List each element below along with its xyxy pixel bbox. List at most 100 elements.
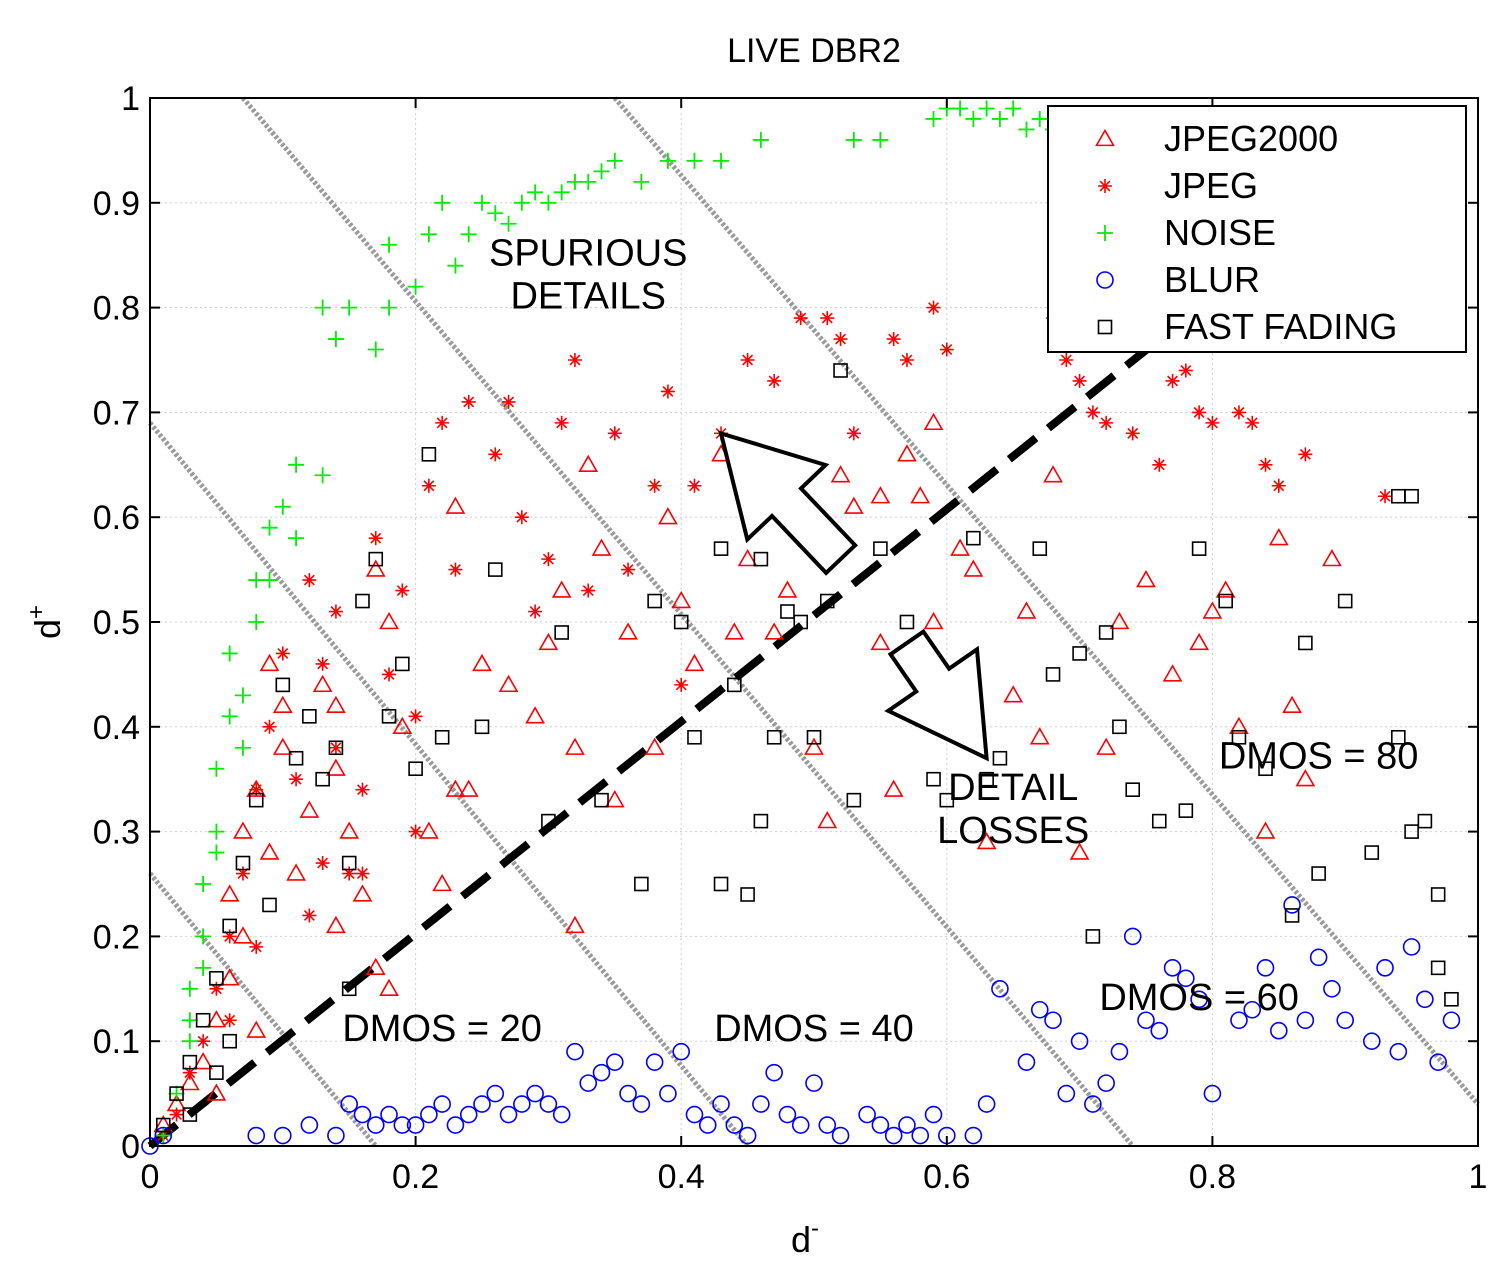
legend: JPEG2000 JPEG NOISE BLUR FAST FADING [1047,105,1467,353]
point-blur [858,1105,876,1124]
annotation-detail-losses: DETAIL LOSSES [937,767,1089,852]
point-jpeg2000 [246,1020,267,1038]
point-jpeg2000 [1109,611,1130,630]
point-jpeg [1072,373,1087,388]
point-jpeg2000 [1229,716,1249,734]
point-noise [288,456,305,473]
point-blur [964,1126,983,1145]
point-jpeg [820,311,835,326]
point-fast-fading [328,740,344,756]
point-fast-fading [395,656,410,672]
point-jpeg2000 [870,486,891,504]
point-blur [473,1095,491,1113]
point-jpeg [328,740,343,755]
point-fast-fading [1151,813,1167,829]
point-fast-fading [926,771,941,787]
point-noise [965,110,982,127]
point-jpeg2000 [830,465,851,483]
point-jpeg2000 [1003,685,1024,703]
point-noise [606,152,623,169]
point-fast-fading [222,1033,237,1049]
point-blur [1283,896,1301,914]
point-jpeg2000 [233,821,253,839]
point-noise [381,236,398,253]
point-fast-fading [341,981,357,997]
point-blur [632,1095,651,1113]
point-noise [845,131,862,148]
point-fast-fading [341,855,357,871]
point-jpeg [1298,447,1313,462]
point-noise [208,823,225,840]
point-jpeg [169,1107,184,1122]
point-blur [154,1126,173,1145]
point-jpeg [554,415,569,430]
point-blur [1389,1042,1408,1061]
point-fast-fading [1337,593,1353,609]
point-fast-fading [262,897,277,913]
point-fast-fading [182,1054,198,1070]
point-blur [1110,1042,1129,1061]
point-fast-fading [421,447,437,462]
point-jpeg [1231,405,1246,420]
point-jpeg2000 [1268,528,1289,546]
point-jpeg2000 [565,737,585,755]
point-jpeg [222,1013,237,1028]
point-blur [327,1126,345,1145]
point-jpeg2000 [1136,569,1156,588]
point-fast-fading [1404,488,1419,504]
legend-marker-fast-fading [1097,319,1113,335]
point-jpeg2000 [1096,737,1117,755]
point-fast-fading [1258,761,1273,777]
point-blur [619,1084,637,1103]
point-blur [1429,1053,1447,1071]
point-noise [925,110,942,127]
arrows [718,430,989,762]
point-noise [181,1012,198,1029]
point-jpeg [1258,457,1273,472]
point-blur [1270,1021,1288,1040]
point-blur [1230,1011,1248,1030]
point-fast-fading [1098,625,1114,640]
point-blur [247,1126,266,1145]
point-jpeg [607,426,622,441]
point-blur [659,1084,677,1103]
point-blur [1070,1032,1089,1050]
point-fast-fading [554,625,569,640]
point-jpeg2000 [339,821,360,839]
point-blur [831,1126,850,1145]
point-noise [195,959,212,976]
point-blur [1402,938,1421,956]
legend-label-fast-fading: FAST FADING [1164,306,1397,347]
point-fast-fading [753,551,769,567]
point-fast-fading [634,876,649,892]
annotations: SPURIOUS DETAILS DETAIL LOSSES DMOS = 20 DMOS… [342,233,1418,1051]
point-noise [633,173,650,190]
point-jpeg [674,677,689,692]
point-fast-fading [474,719,490,735]
point-noise [314,467,331,484]
point-blur [765,1063,783,1082]
point-jpeg2000 [472,653,492,672]
point-jpeg2000 [883,779,904,797]
point-blur [552,1105,571,1124]
annotation-spurious-details: SPURIOUS DETAILS [489,233,687,318]
point-blur [818,1116,837,1134]
point-noise [155,1127,172,1144]
point-fast-fading [434,729,450,745]
point-fast-fading [487,562,503,577]
legend-marker-jpeg [1098,179,1112,193]
point-blur [1177,969,1195,988]
axis-ticks: 0 0.2 0.4 0.6 0.8 1 0 0.1 0.2 0.3 0.4 0.5 0.6 0.7 0.8 0… [93,80,1488,1196]
point-jpeg2000 [272,695,293,714]
point-jpeg [793,311,808,326]
point-blur [645,1053,664,1071]
chart-title: LIVE DBR2 [727,32,901,70]
point-jpeg [1152,457,1167,472]
point-noise [274,498,291,515]
point-fast-fading [992,750,1008,766]
point-fast-fading [248,792,264,808]
point-jpeg2000 [1043,465,1063,483]
point-blur [1203,1084,1222,1103]
point-jpeg2000 [777,580,798,598]
point-jpeg [687,478,702,493]
